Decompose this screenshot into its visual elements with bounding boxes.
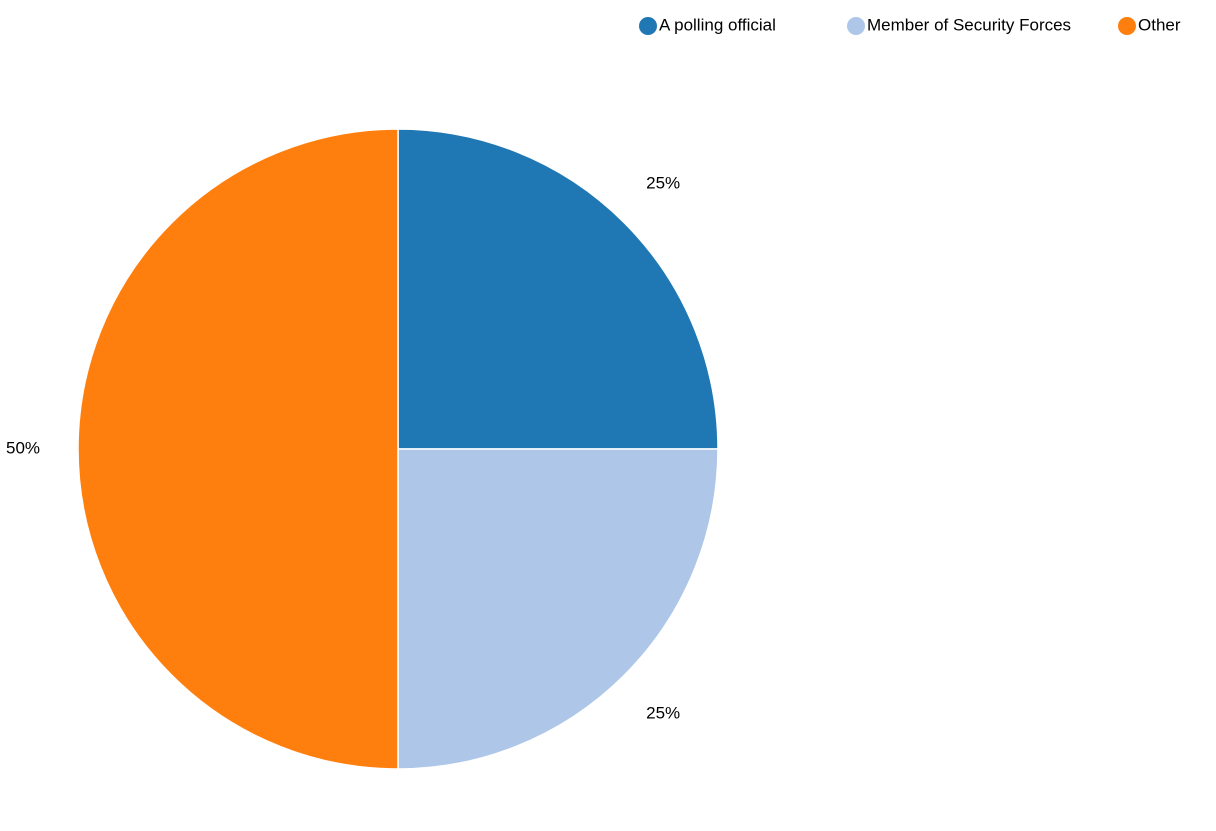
legend-label: A polling official [659,15,776,34]
pie-slice [77,128,399,770]
legend-swatch [847,17,865,35]
slice-label: 50% [6,438,40,457]
pie-slice [397,448,719,770]
legend-swatch [1118,17,1136,35]
slice-label: 25% [646,704,680,723]
legend-label: Other [1138,15,1181,34]
slice-label: 25% [646,173,680,192]
legend-label: Member of Security Forces [867,15,1071,34]
legend-swatch [639,17,657,35]
pie-slice [397,128,719,450]
